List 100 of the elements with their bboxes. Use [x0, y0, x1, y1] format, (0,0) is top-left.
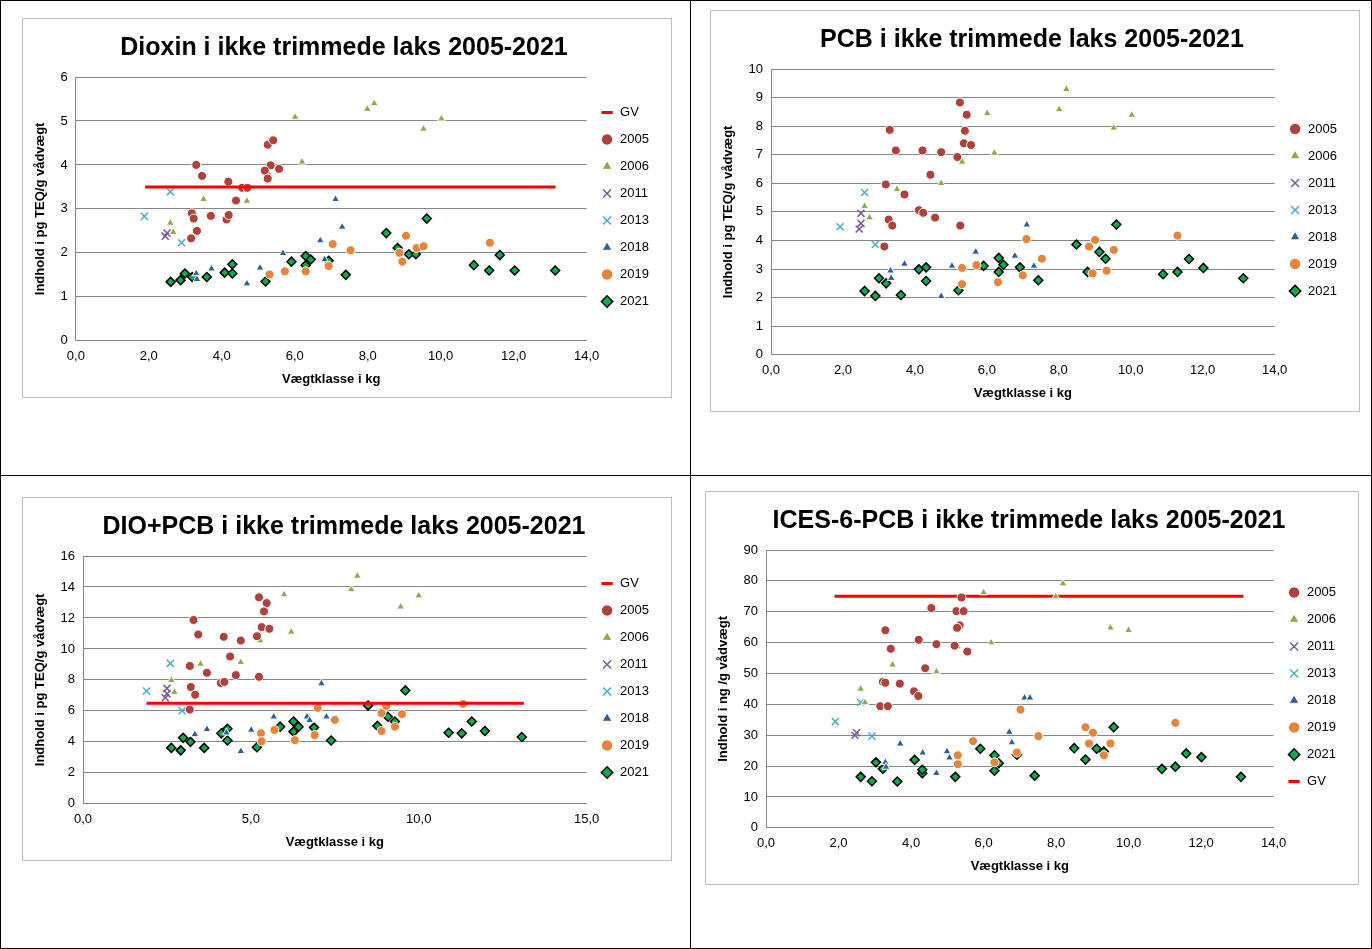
legend-label: 2018: [620, 239, 649, 255]
x-tick-label: 14,0: [1260, 835, 1287, 851]
x-tick-label: 10,0: [406, 811, 432, 827]
x-tick-label: 6,0: [977, 362, 996, 378]
y-tick-label: 0: [60, 332, 68, 348]
y-tick-label: 90: [743, 541, 759, 557]
x-tick-label: 2,0: [139, 348, 158, 364]
x-tick-label: 8,0: [358, 348, 377, 364]
y-tick-label: 6: [67, 702, 76, 718]
y-tick-label: 60: [743, 634, 759, 650]
y-tick-label: 5: [755, 203, 764, 219]
y-tick-label: 3: [755, 260, 764, 276]
y-tick-label: 16: [60, 547, 76, 563]
x-tick-label: 4,0: [212, 348, 231, 364]
y-tick-label: 1: [60, 288, 68, 304]
y-tick-label: 80: [743, 572, 759, 588]
chart-title: PCB i ikke trimmede laks 2005-2021: [820, 23, 1245, 52]
legend-label: 2021: [620, 764, 649, 780]
x-tick-label: 10,0: [428, 348, 454, 364]
x-tick-label: 12,0: [1188, 835, 1214, 851]
x-axis-title: Vægtklasse i kg: [973, 384, 1073, 400]
legend-label: 2005: [1307, 584, 1336, 600]
legend-label: 2011: [620, 185, 649, 201]
legend-label: 2018: [620, 710, 649, 726]
y-axis-title: Indhold i pg TEQ/g vådvægt: [32, 121, 48, 296]
x-tick-label: 2,0: [829, 835, 848, 851]
x-tick-label: 0,0: [757, 835, 776, 851]
y-tick-label: 0: [67, 795, 76, 811]
y-tick-label: 9: [755, 89, 764, 105]
legend-label: 2021: [1308, 282, 1337, 298]
legend-label: 2013: [620, 683, 649, 699]
y-axis-title: Indhold i pg TEQ/g vådvægt: [720, 124, 736, 299]
x-tick-label: 8,0: [1049, 362, 1068, 378]
x-tick-label: 10,0: [1115, 835, 1142, 851]
x-tick-label: 8,0: [1047, 835, 1066, 851]
y-tick-label: 2: [67, 764, 76, 780]
y-tick-label: 7: [755, 146, 764, 162]
chart-title: Dioxin i ikke trimmede laks 2005-2021: [120, 31, 568, 60]
x-axis-title: Vægtklasse i kg: [970, 857, 1070, 873]
legend-label: 2019: [1307, 719, 1336, 735]
x-tick-label: 4,0: [902, 835, 921, 851]
y-tick-label: 30: [743, 726, 759, 742]
x-tick-label: 14,0: [1261, 362, 1288, 378]
y-tick-label: 10: [60, 640, 76, 656]
y-tick-label: 3: [60, 200, 68, 216]
y-tick-label: 6: [60, 68, 68, 84]
x-tick-label: 6,0: [285, 348, 304, 364]
chart-title: DIO+PCB i ikke trimmede laks 2005-2021: [102, 510, 586, 539]
legend-label: GV: [620, 575, 640, 591]
legend-label: 2013: [1308, 201, 1337, 217]
x-tick-label: 12,0: [500, 348, 527, 364]
x-tick-label: 14,0: [573, 348, 600, 364]
x-tick-label: 0,0: [74, 811, 93, 827]
legend-label: 2005: [620, 131, 649, 147]
x-tick-label: 0,0: [762, 362, 781, 378]
y-tick-label: 2: [755, 289, 764, 305]
y-tick-label: 4: [755, 232, 764, 248]
legend-label: 2006: [1307, 611, 1336, 627]
y-tick-label: 50: [743, 665, 759, 681]
x-tick-label: 0,0: [66, 348, 85, 364]
y-tick-label: 2: [60, 244, 68, 260]
legend-label: 2021: [1307, 746, 1336, 762]
legend-label: 2019: [620, 266, 649, 282]
y-tick-label: 14: [60, 578, 76, 594]
legend-label: 2006: [1308, 147, 1337, 163]
y-tick-label: 0: [750, 819, 759, 835]
y-tick-label: 12: [60, 609, 76, 625]
y-tick-label: 1: [755, 317, 764, 333]
x-axis-title: Vægtklasse i kg: [282, 370, 381, 386]
x-tick-label: 6,0: [974, 835, 993, 851]
x-tick-label: 2,0: [833, 362, 853, 378]
y-axis-title: Indhold i ng /g vådvægt: [715, 615, 731, 762]
y-tick-label: 8: [755, 117, 764, 133]
legend-label: 2011: [1308, 174, 1337, 190]
x-tick-label: 10,0: [1118, 362, 1144, 378]
y-tick-label: 70: [743, 603, 759, 619]
y-tick-label: 4: [67, 733, 76, 749]
y-tick-label: 20: [743, 757, 759, 773]
x-tick-label: 15,0: [573, 811, 600, 827]
legend-label: 2005: [620, 602, 649, 618]
x-tick-label: 12,0: [1189, 362, 1216, 378]
legend-label: GV: [620, 104, 640, 120]
legend-label: 2013: [1307, 665, 1336, 681]
legend-label: 2011: [620, 656, 649, 672]
y-tick-label: 6: [755, 174, 764, 190]
legend-label: 2019: [620, 737, 649, 753]
y-axis-title: Indhold i pg TEQ/g vådvægt: [32, 592, 48, 767]
legend-label: 2005: [1308, 120, 1337, 136]
legend-label: 2018: [1307, 692, 1336, 708]
chart-title: ICES-6-PCB i ikke trimmede laks 2005-2021: [772, 504, 1286, 533]
legend-label: 2006: [620, 629, 649, 645]
y-tick-label: 10: [748, 60, 764, 76]
y-tick-label: 10: [743, 788, 759, 804]
y-tick-label: 5: [60, 112, 68, 128]
y-tick-label: 8: [67, 671, 76, 687]
y-tick-label: 40: [743, 695, 759, 711]
legend-label: 2006: [620, 158, 649, 174]
x-tick-label: 5,0: [241, 811, 260, 827]
y-tick-label: 0: [755, 346, 764, 362]
x-tick-label: 4,0: [905, 362, 924, 378]
